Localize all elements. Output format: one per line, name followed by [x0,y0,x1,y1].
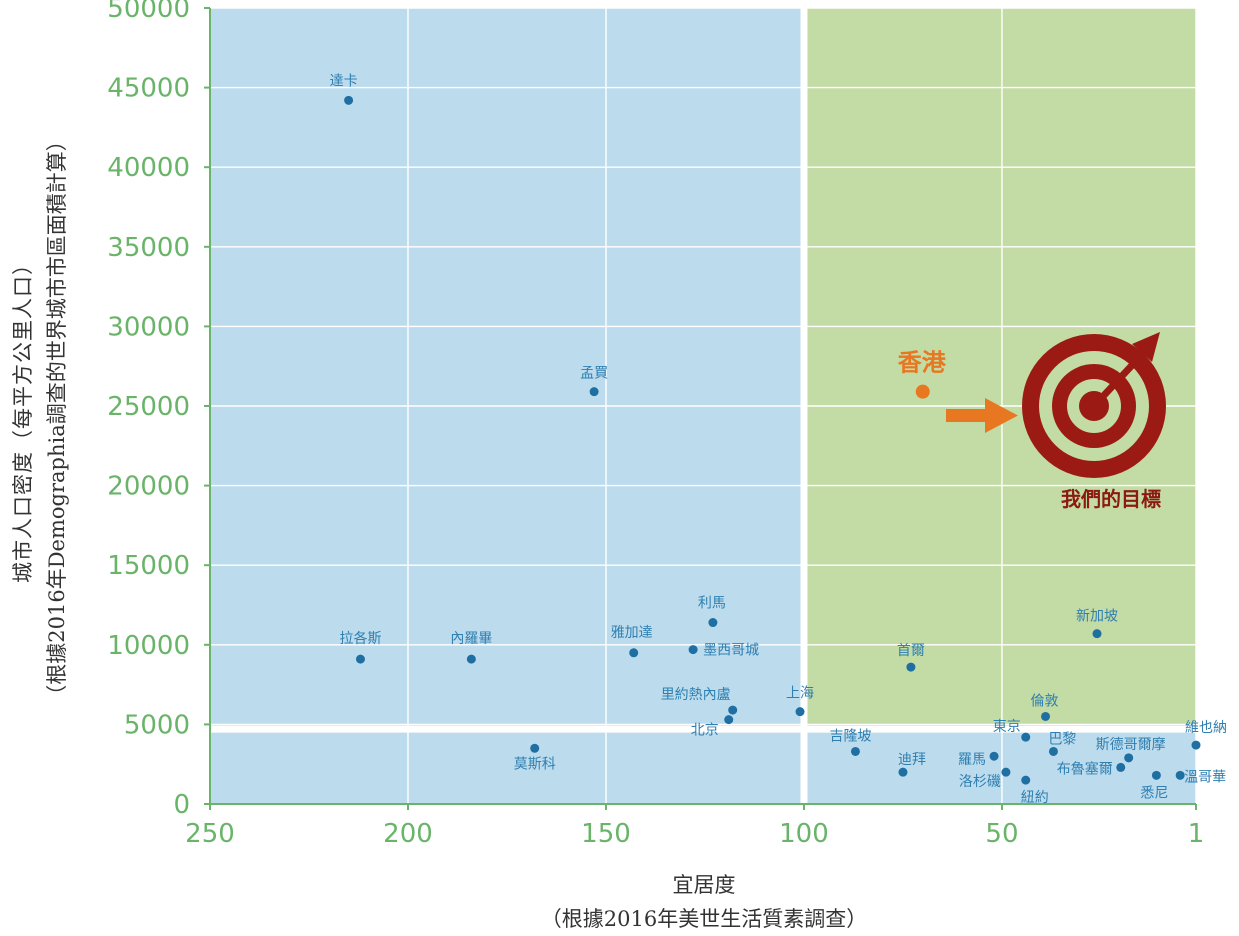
y-tick-label: 0 [173,790,190,820]
x-tick-label: 50 [985,819,1018,849]
quadrant-dividers [210,8,1196,804]
hong-kong-point [915,384,930,399]
target-icon [1022,332,1166,478]
city-label: 利馬 [698,596,726,612]
x-axis-subtitle: （根據2016年美世生活質素調查） [541,907,867,931]
y-tick-label: 25000 [107,392,190,422]
y-axis-title: 城市人口密度（每平方公里人口） [11,253,35,583]
city-label: 溫哥華 [1184,769,1226,785]
city-label: 倫敦 [1031,693,1059,709]
city-label: 紐約 [1021,790,1049,806]
city-point [1175,770,1185,780]
y-ticks: 0 5000 10000 15000 20000 25000 30000 35000 40000… [107,0,210,820]
city-label: 迪拜 [898,752,926,768]
y-tick-label: 30000 [107,312,190,342]
city-point [1021,732,1031,742]
hong-kong-label: 香港 [898,349,947,377]
city-label: 洛杉磯 [959,774,1001,790]
city-point [688,645,698,655]
city-label: 巴黎 [1048,731,1076,747]
city-label: 孟買 [580,366,608,382]
city-label: 雅加達 [611,625,653,641]
x-axis-title: 宜居度 [673,873,736,897]
y-axis-subtitle: （根據2016年Demographia調查的世界城市市區面積計算） [45,130,69,705]
city-label: 拉各斯 [339,631,381,647]
city-point [728,705,738,715]
y-tick-label: 50000 [107,0,190,24]
city-point [589,387,599,397]
y-tick-label: 35000 [107,233,190,263]
city-label: 里約熱內盧 [661,687,731,703]
y-tick-label: 5000 [124,710,190,740]
city-label: 墨西哥城 [703,643,759,659]
x-ticks: 250 200 150 100 50 1 [185,804,1204,849]
city-label: 首爾 [897,643,925,659]
city-label: 新加坡 [1076,609,1118,625]
city-point [989,751,999,761]
city-point [906,662,916,672]
city-label: 布魯塞爾 [1057,760,1113,777]
arrow-icon [946,398,1018,433]
x-tick-label: 100 [779,819,829,849]
city-point [795,707,805,717]
city-point [1116,762,1126,772]
target-label: 我們的目標 [1061,487,1161,511]
city-label: 斯德哥爾摩 [1096,736,1166,753]
x-tick-label: 200 [383,819,433,849]
y-tick-label: 40000 [107,153,190,183]
city-label: 東京 [993,719,1021,735]
hong-kong-highlight: 香港 [898,349,1018,433]
city-label: 北京 [691,723,719,739]
city-point [898,767,908,777]
city-point [1048,746,1058,756]
city-point [629,648,639,658]
city-point [1021,775,1031,785]
city-point [344,95,354,105]
city-label: 羅馬 [958,752,986,768]
x-tick-label: 150 [581,819,631,849]
y-tick-label: 10000 [107,631,190,661]
city-point [850,746,860,756]
target-icon-group: 我們的目標 [1022,332,1166,511]
city-point [708,618,718,628]
city-label: 莫斯科 [514,756,556,772]
city-point [530,743,540,753]
x-tick-label: 250 [185,819,235,849]
y-tick-label: 15000 [107,551,190,581]
city-label: 達卡 [330,73,358,89]
city-label: 內羅畢 [450,631,492,647]
city-point [1092,629,1102,639]
city-point [1001,767,1011,777]
city-label: 維也納 [1185,720,1227,736]
city-point [724,715,734,725]
city-point [1041,711,1051,721]
city-point [355,654,365,664]
y-tick-label: 20000 [107,472,190,502]
city-point [466,654,476,664]
city-label: 吉隆坡 [829,728,871,744]
x-tick-label: 1 [1188,819,1205,849]
city-point [1124,753,1134,763]
y-tick-label: 45000 [107,74,190,104]
city-point [1191,740,1201,750]
city-point [1151,770,1161,780]
city-label: 上海 [786,686,814,702]
city-label: 悉尼 [1140,785,1168,801]
